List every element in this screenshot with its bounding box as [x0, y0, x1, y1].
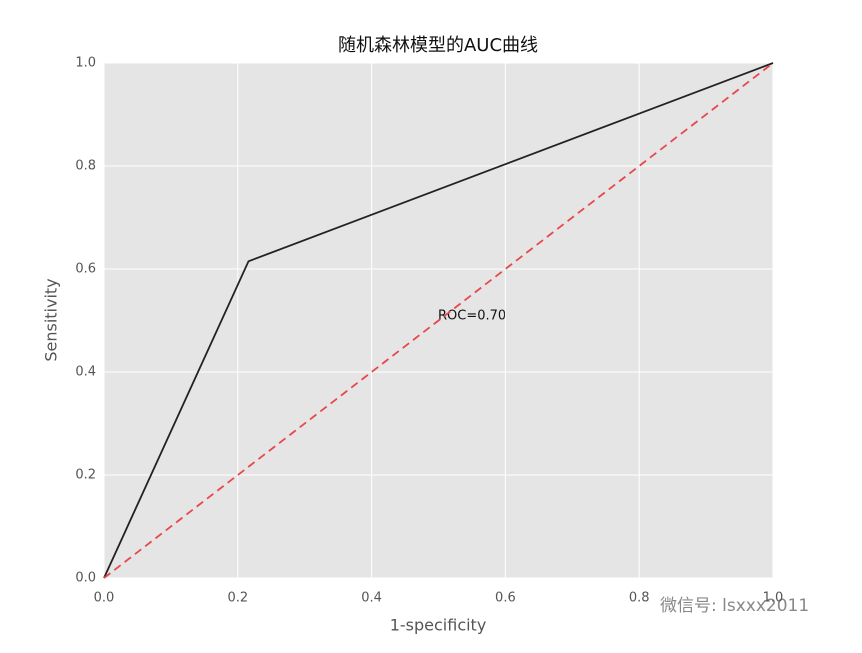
x-tick-label: 1.0: [763, 591, 784, 606]
line: [103, 62, 774, 579]
y-tick-label: 0.8: [75, 159, 96, 174]
x-tick-label: 0.2: [227, 591, 248, 606]
watermark: 微信号: lsxxx2011: [660, 596, 809, 616]
y-tick-label: 0.4: [75, 365, 96, 380]
y-axis-label: Sensitivity: [42, 278, 61, 361]
line: [103, 62, 774, 579]
y-tick-label: 0.6: [75, 262, 96, 277]
chart-title: 随机森林模型的AUC曲线: [338, 35, 538, 56]
x-tick-label: 0.8: [629, 591, 650, 606]
y-tick-label: 1.0: [75, 56, 96, 71]
x-axis-label: 1-specificity: [390, 616, 487, 635]
x-tick-label: 0.6: [495, 591, 516, 606]
x-tick-label: 0.4: [361, 591, 382, 606]
y-tick-label: 0.0: [75, 571, 96, 586]
annotation: ROC=0.70: [438, 309, 506, 324]
y-tick-label: 0.2: [75, 468, 96, 483]
x-tick-label: 0.0: [94, 591, 115, 606]
